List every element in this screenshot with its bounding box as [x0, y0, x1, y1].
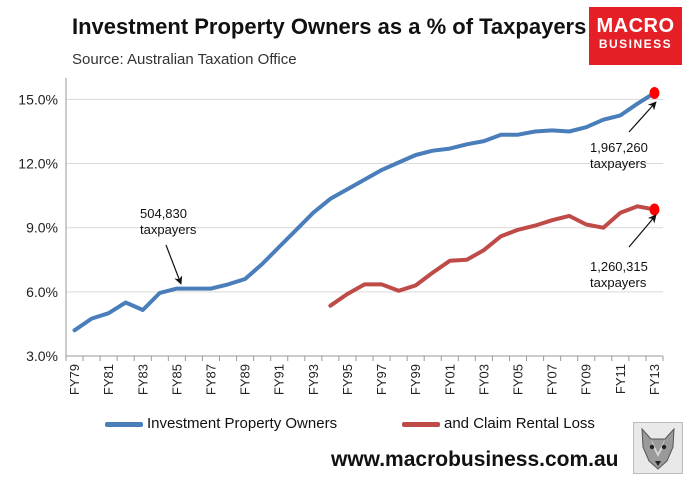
chart-title: Investment Property Owners as a % of Tax…: [72, 14, 587, 39]
x-tick-label: FY81: [101, 364, 116, 395]
x-tick-label: FY03: [476, 364, 491, 395]
series-line-owners: [72, 91, 657, 333]
annotation-line: taxpayers: [140, 222, 197, 237]
y-tick-label: 6.0%: [26, 284, 58, 300]
x-tick-label: FY89: [238, 364, 253, 395]
series-lines: [72, 86, 660, 333]
highlight-marker-rental-loss: [649, 203, 660, 216]
macrobusiness-logo: MACRO BUSINESS: [589, 7, 682, 65]
y-tick-label: 3.0%: [26, 348, 58, 364]
legend-item-rental-loss: and Claim Rental Loss: [402, 415, 595, 432]
annotation-line: 1,260,315: [590, 259, 648, 274]
x-tick-label: FY79: [67, 364, 82, 395]
x-tick-label: FY05: [511, 364, 526, 395]
x-tick-label: FY95: [340, 364, 355, 395]
annotation-line: taxpayers: [590, 275, 647, 290]
annotation-arrow: [165, 244, 183, 285]
logo-line-2: BUSINESS: [598, 37, 673, 51]
legend-swatch-blue: [105, 421, 143, 427]
annotation-line: taxpayers: [590, 156, 647, 171]
x-axis-ticks: FY79 FY81 FY83 FY85 FY87 FY89 FY91 FY93 FY95 FY97…: [67, 364, 662, 395]
x-tick-label: FY11: [613, 364, 628, 394]
legend-label-rental-loss: and Claim Rental Loss: [444, 415, 595, 432]
x-tick-label: FY01: [442, 364, 457, 395]
x-tick-label: FY91: [272, 364, 287, 395]
wolf-logo-image: [633, 422, 683, 474]
highlight-marker-owners: [649, 86, 660, 99]
x-tick-label: FY97: [374, 364, 389, 395]
y-axis-ticks: 3.0% 6.0% 9.0% 12.0% 15.0%: [18, 91, 58, 364]
annotation-arrow: [628, 214, 657, 248]
x-tick-label: FY99: [408, 364, 423, 395]
annotation-text: 504,830 taxpayers: [140, 206, 197, 237]
website-url: www.macrobusiness.com.au: [331, 448, 619, 471]
x-tick-label: FY85: [169, 364, 184, 395]
legend-item-owners: Investment Property Owners: [105, 415, 337, 432]
annotation-arrow: [628, 101, 657, 133]
annotation-text: 1,260,315 taxpayers: [590, 259, 648, 290]
axes: [65, 78, 664, 361]
x-tick-label: FY13: [647, 364, 662, 395]
legend-label-owners: Investment Property Owners: [147, 415, 338, 432]
y-tick-label: 15.0%: [18, 91, 58, 107]
legend-swatch-red: [402, 421, 440, 427]
gridlines: [66, 98, 663, 293]
x-tick-label: FY87: [203, 364, 218, 395]
x-tick-label: FY83: [135, 364, 150, 395]
series-line-rental-loss: [328, 204, 657, 308]
annotation-text: 1,967,260 taxpayers: [590, 140, 648, 171]
chart-subtitle: Source: Australian Taxation Office: [72, 51, 297, 68]
logo-line-1: MACRO: [596, 15, 675, 37]
annotation-line: 504,830: [140, 206, 187, 221]
x-tick-label: FY07: [545, 364, 560, 395]
y-tick-label: 9.0%: [26, 220, 58, 236]
annotation-line: 1,967,260: [590, 140, 648, 155]
x-tick-label: FY93: [306, 364, 321, 395]
y-tick-label: 12.0%: [18, 156, 58, 172]
x-tick-label: FY09: [579, 364, 594, 395]
